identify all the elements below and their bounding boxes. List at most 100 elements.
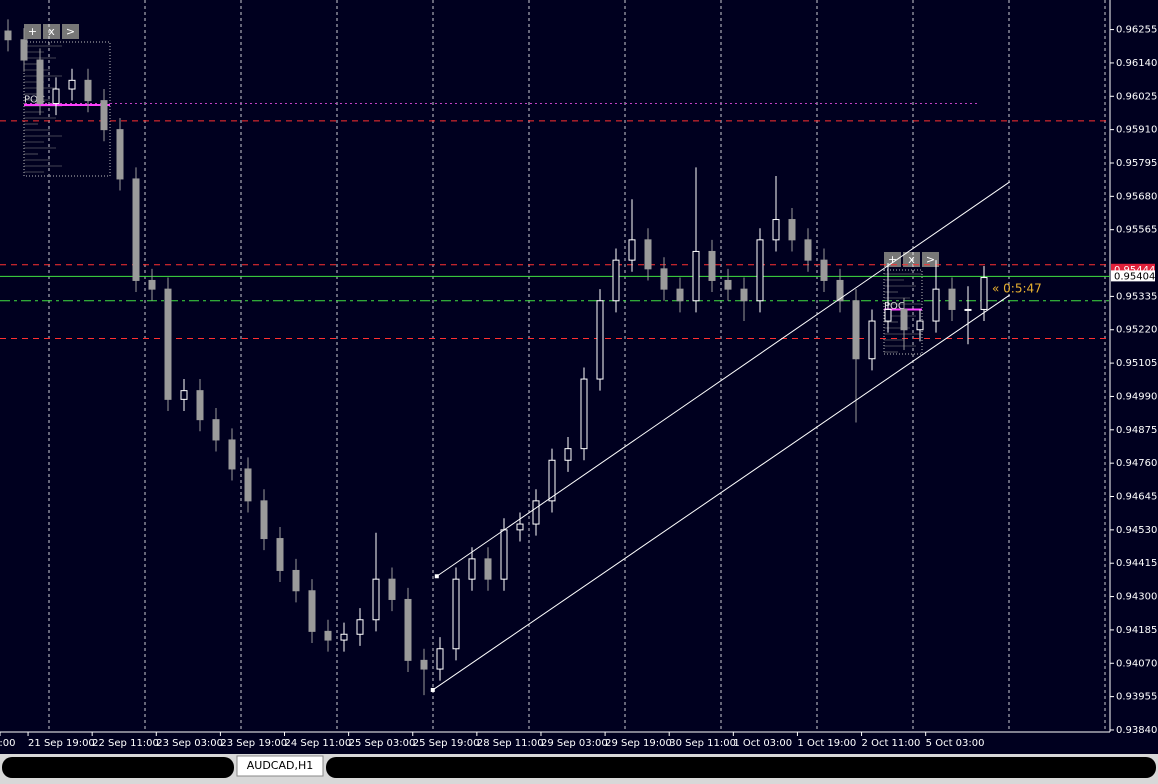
profile-button-label[interactable]: + xyxy=(888,253,897,266)
candle-body xyxy=(36,59,44,105)
candle-body xyxy=(308,590,316,632)
x-tick-label: 29 Sep 19:00 xyxy=(605,738,672,749)
candle-body xyxy=(580,378,588,450)
candle-body xyxy=(468,558,476,580)
candle-body xyxy=(116,129,124,180)
x-tick-label: 23 Sep 03:00 xyxy=(156,738,223,749)
y-tick-label: 0.96140 xyxy=(1116,58,1157,69)
profile-button[interactable] xyxy=(62,24,79,39)
x-tick-label: 24 Sep 11:00 xyxy=(285,738,352,749)
y-tick-label: 0.94760 xyxy=(1116,458,1157,469)
profile-button-label[interactable]: + xyxy=(28,25,37,38)
candle-body xyxy=(20,39,28,61)
countdown: « 0:5:47 xyxy=(992,282,1042,296)
candle-body xyxy=(852,300,860,360)
y-tick-label: 0.95335 xyxy=(1116,291,1157,302)
x-tick-label: 5 Oct 03:00 xyxy=(926,738,985,749)
candle-body xyxy=(660,268,668,290)
profile-button-label[interactable]: x xyxy=(908,253,915,266)
candle-body xyxy=(244,468,252,502)
candle-body xyxy=(676,288,684,302)
candle-body xyxy=(916,320,924,331)
x-tick-label: 1 Oct 03:00 xyxy=(733,738,792,749)
candle-body xyxy=(388,578,396,600)
candle-body xyxy=(196,390,204,421)
tab-hidden xyxy=(2,757,234,778)
profile-button-label[interactable]: x xyxy=(48,25,55,38)
profile-button[interactable] xyxy=(24,24,41,39)
candle-body xyxy=(516,523,524,531)
poc-label: POC xyxy=(24,95,45,106)
x-tick-label: 28 Sep 11:00 xyxy=(477,738,544,749)
y-tick-label: 0.96255 xyxy=(1116,25,1157,36)
y-tick-label: 0.94070 xyxy=(1116,658,1157,669)
candle-body xyxy=(436,648,444,670)
y-tick-label: 0.95795 xyxy=(1116,158,1157,169)
candle-body xyxy=(52,88,60,105)
profile-button[interactable] xyxy=(43,24,60,39)
chart-background xyxy=(0,0,1158,754)
candle-body xyxy=(180,390,188,400)
y-tick-label: 0.94875 xyxy=(1116,425,1157,436)
candle-body xyxy=(644,239,652,270)
channel-line xyxy=(436,181,1011,577)
y-tick-label: 0.94300 xyxy=(1116,592,1157,603)
candle-body xyxy=(612,259,620,302)
channel-line xyxy=(432,294,1011,691)
candle-body xyxy=(932,288,940,322)
channel-handle xyxy=(434,574,439,579)
profile-button-label[interactable]: > xyxy=(66,25,75,38)
candle-body xyxy=(228,439,236,470)
profile-button[interactable] xyxy=(922,252,939,267)
price-tag-label: 0.95444 xyxy=(1114,265,1155,276)
y-tick-label: 0.95910 xyxy=(1116,125,1157,136)
candle-body xyxy=(900,308,908,331)
x-tick-label: 2 Oct 11:00 xyxy=(862,738,921,749)
x-tick-label: 25 Sep 19:00 xyxy=(413,738,480,749)
symbol-tab-label[interactable]: AUDCAD,H1 xyxy=(247,759,314,772)
candle-body xyxy=(260,500,268,540)
candle-body xyxy=(772,219,780,241)
price-tag-label: 0.95404 xyxy=(1114,271,1155,282)
candle-body xyxy=(276,538,284,571)
y-tick-label: 0.93955 xyxy=(1116,692,1157,703)
candle-body xyxy=(596,300,604,380)
symbol-tab[interactable] xyxy=(236,755,324,777)
candle-body xyxy=(324,630,332,641)
profile-box xyxy=(883,269,923,355)
candle-body xyxy=(84,79,92,102)
candle-body xyxy=(484,558,492,580)
y-tick-label: 0.94415 xyxy=(1116,558,1157,569)
x-tick-label: 23 Sep 19:00 xyxy=(220,738,287,749)
channel-handle xyxy=(430,687,435,692)
candle-body xyxy=(4,30,12,41)
profile-button-label[interactable]: > xyxy=(926,253,935,266)
price-tag xyxy=(1111,263,1155,275)
candle-body xyxy=(724,279,732,290)
profile-box xyxy=(23,41,111,177)
candle-body xyxy=(820,259,828,281)
candle-body xyxy=(292,569,300,592)
candle-body xyxy=(404,598,412,661)
y-tick-label: 0.94645 xyxy=(1116,492,1157,503)
candle-body xyxy=(164,288,172,400)
profile-button[interactable] xyxy=(903,252,920,267)
candle-body xyxy=(420,659,428,670)
y-tick-label: 0.94990 xyxy=(1116,391,1157,402)
y-tick-label: 0.95565 xyxy=(1116,225,1157,236)
x-tick-label: 25 Sep 03:00 xyxy=(349,738,416,749)
candle-body xyxy=(964,308,972,311)
candle-body xyxy=(740,288,748,302)
candle-body xyxy=(884,308,892,322)
candle-body xyxy=(836,279,844,302)
candle-body xyxy=(100,100,108,131)
candle-body xyxy=(980,277,988,310)
tab-hidden xyxy=(326,757,1156,778)
candle-body xyxy=(868,320,876,360)
candle-body xyxy=(372,578,380,621)
y-tick-label: 0.94530 xyxy=(1116,525,1157,536)
x-tick-label: 29 Sep 03:00 xyxy=(541,738,608,749)
candle-body xyxy=(708,250,716,281)
